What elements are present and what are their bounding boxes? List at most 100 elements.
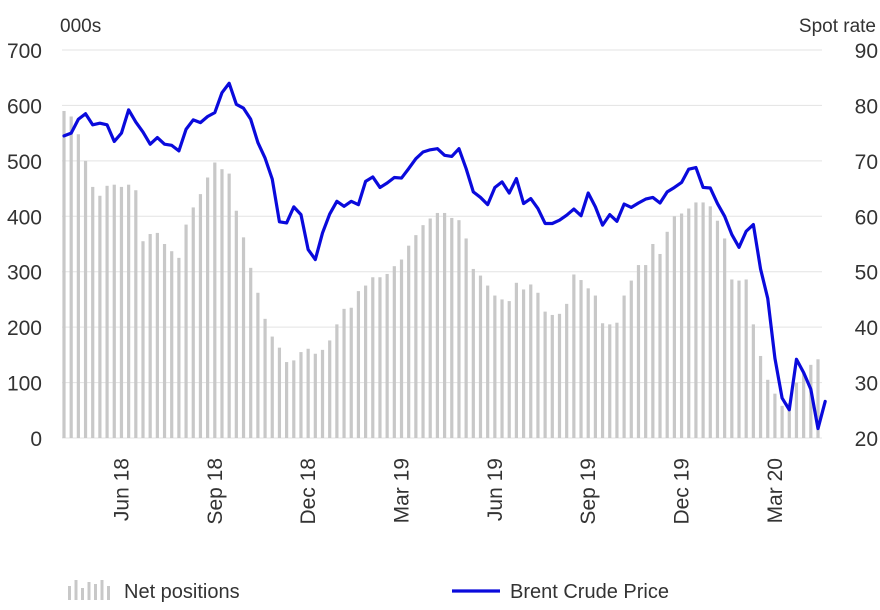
bar (493, 295, 497, 438)
bar (723, 238, 727, 438)
left-tick-label: 400 (7, 206, 42, 229)
bar (270, 336, 274, 438)
bar (76, 134, 80, 438)
bar (471, 268, 475, 438)
bar (162, 244, 167, 438)
bar (737, 280, 741, 438)
bar (277, 347, 282, 438)
bar (766, 379, 770, 438)
bar (206, 177, 210, 438)
right-axis-ticks: 20 30 40 50 60 70 80 90 (855, 40, 878, 451)
bar (536, 292, 540, 438)
bar-series-net-positions (62, 110, 820, 438)
bar (730, 279, 734, 438)
bar (213, 162, 217, 438)
bar (299, 352, 303, 438)
bar (119, 186, 124, 438)
bar (457, 220, 461, 438)
legend-label-net-positions: Net positions (124, 581, 240, 603)
right-tick-label: 70 (855, 151, 878, 174)
bar (105, 185, 109, 438)
bar (500, 299, 504, 438)
bar (127, 184, 131, 438)
bar (112, 184, 116, 438)
bar (608, 324, 612, 438)
bar (385, 273, 389, 438)
bar (356, 291, 361, 438)
bar (191, 207, 195, 438)
bar (715, 220, 720, 438)
bar (672, 216, 676, 438)
bar (155, 232, 159, 438)
left-tick-label: 0 (30, 428, 42, 451)
bar (579, 280, 583, 438)
bar (83, 160, 88, 438)
bar (227, 173, 231, 438)
x-axis-ticks: Jun 18 Sep 18 Dec 18 Mar 19 Jun 19 Sep 19 Dec … (110, 458, 786, 525)
bar (450, 217, 454, 438)
bar (514, 282, 518, 438)
bar (794, 382, 799, 438)
bar (780, 405, 784, 438)
bar (593, 295, 597, 438)
legend-swatch-bar (107, 586, 110, 600)
x-tick-label: Mar 20 (764, 458, 787, 523)
bar (91, 186, 95, 438)
bar (98, 195, 102, 438)
bar (263, 318, 267, 438)
bar (399, 259, 404, 438)
bar (407, 245, 411, 438)
bar (141, 241, 145, 438)
bar (392, 266, 396, 438)
left-tick-label: 500 (7, 151, 42, 174)
legend-swatch-bar (94, 584, 97, 600)
bar (744, 279, 748, 438)
bar (148, 234, 152, 438)
x-tick-label: Jun 19 (484, 458, 507, 521)
legend-swatch-bar (100, 580, 104, 600)
bar (414, 235, 418, 438)
legend-swatch-bar (81, 588, 84, 600)
bar (565, 303, 569, 438)
bar (198, 194, 203, 438)
bar (694, 202, 698, 438)
bar (292, 360, 296, 438)
legend-swatch-net-positions (68, 580, 110, 600)
legend-label-brent-crude-price: Brent Crude Price (510, 581, 669, 603)
bar (184, 224, 188, 438)
bar (773, 393, 777, 438)
bar (802, 372, 806, 438)
bar (371, 277, 375, 438)
bar (442, 212, 447, 438)
bar (285, 362, 289, 438)
bar (306, 348, 310, 438)
bar (665, 231, 669, 438)
bar (170, 251, 174, 438)
bar (572, 274, 576, 438)
right-tick-label: 30 (855, 373, 878, 396)
bar (464, 238, 468, 438)
grid-lines (62, 49, 822, 439)
x-tick-label: Sep 18 (204, 458, 227, 525)
bar (313, 353, 317, 438)
bar (364, 285, 368, 438)
right-tick-label: 40 (855, 317, 878, 340)
bar (241, 237, 246, 438)
bar (428, 218, 432, 438)
x-tick-label: Jun 18 (110, 458, 133, 521)
bar (256, 292, 260, 438)
bar (342, 308, 346, 438)
bar (629, 280, 633, 438)
bar (701, 202, 705, 438)
bar (758, 355, 763, 438)
right-tick-label: 90 (855, 40, 878, 63)
bar (478, 275, 483, 438)
bar (421, 225, 425, 438)
bar (636, 265, 641, 438)
bar (651, 244, 655, 438)
x-tick-label: Dec 18 (297, 458, 320, 525)
bar (751, 324, 755, 438)
right-axis-unit: Spot rate (799, 16, 876, 37)
bar (62, 110, 66, 438)
